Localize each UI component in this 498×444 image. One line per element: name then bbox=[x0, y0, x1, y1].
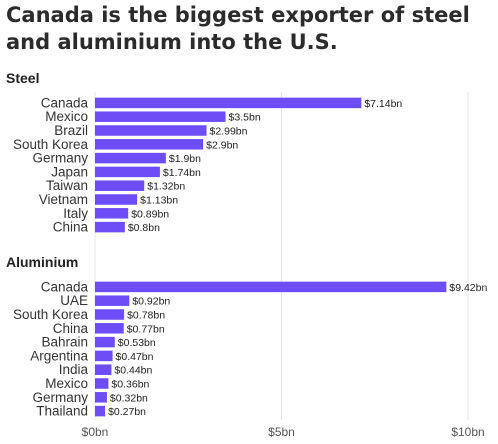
aluminium-bar bbox=[95, 350, 113, 362]
steel-data-label: $2.99bn bbox=[210, 126, 248, 138]
aluminium-data-label: $0.78bn bbox=[127, 310, 165, 322]
steel-data-label: $0.89bn bbox=[131, 208, 169, 220]
steel-bar bbox=[95, 180, 145, 191]
steel-category-label: Taiwan bbox=[46, 178, 88, 193]
aluminium-category-label: South Korea bbox=[13, 307, 89, 322]
steel-data-label: $0.8bn bbox=[128, 222, 160, 234]
steel-data-label: $1.9bn bbox=[169, 153, 201, 165]
aluminium-bar bbox=[95, 336, 115, 348]
aluminium-data-label: $0.47bn bbox=[116, 351, 154, 363]
x-tick-label: $0bn bbox=[82, 425, 109, 439]
steel-bar bbox=[95, 221, 125, 233]
steel-data-label: $7.14bn bbox=[364, 98, 402, 110]
steel-data-label: $1.74bn bbox=[163, 167, 201, 179]
aluminium-category-label: Germany bbox=[32, 390, 88, 405]
aluminium-category-label: Mexico bbox=[45, 376, 88, 391]
steel-data-label: $3.5bn bbox=[229, 112, 261, 124]
steel-data-label: $2.9bn bbox=[206, 139, 238, 151]
steel-category-label: Italy bbox=[63, 206, 88, 221]
aluminium-panel-title: Aluminium bbox=[6, 254, 79, 270]
steel-category-label: South Korea bbox=[13, 137, 89, 152]
steel-bar bbox=[95, 111, 226, 122]
aluminium-bar bbox=[95, 309, 125, 320]
steel-category-label: China bbox=[53, 220, 89, 235]
aluminium-data-label: $0.36bn bbox=[111, 379, 149, 391]
steel-data-label: $1.13bn bbox=[140, 195, 178, 207]
aluminium-data-label: $0.53bn bbox=[118, 337, 156, 349]
aluminium-category-label: China bbox=[53, 321, 89, 336]
steel-category-label: Mexico bbox=[45, 109, 88, 124]
aluminium-bar bbox=[95, 392, 107, 403]
aluminium-data-label: $0.44bn bbox=[114, 365, 152, 377]
aluminium-category-label: Bahrain bbox=[41, 335, 88, 350]
aluminium-bar bbox=[95, 295, 130, 306]
aluminium-data-label: $0.32bn bbox=[110, 392, 148, 404]
steel-category-label: Canada bbox=[41, 95, 89, 110]
steel-category-label: Brazil bbox=[54, 123, 88, 138]
chart-title: Canada is the biggest exporter of steel … bbox=[6, 3, 470, 54]
aluminium-bar bbox=[95, 364, 112, 375]
aluminium-data-label: $9.42bn bbox=[449, 282, 487, 294]
aluminium-category-label: UAE bbox=[60, 293, 88, 308]
steel-panel-title: Steel bbox=[6, 70, 40, 86]
steel-data-label: $1.32bn bbox=[147, 181, 185, 193]
steel-category-label: Japan bbox=[51, 164, 88, 179]
aluminium-bar bbox=[95, 405, 106, 417]
steel-bar bbox=[95, 194, 138, 205]
aluminium-data-label: $0.27bn bbox=[108, 406, 146, 418]
aluminium-data-label: $0.92bn bbox=[132, 296, 170, 308]
steel-category-label: Germany bbox=[32, 151, 88, 166]
aluminium-category-label: Argentina bbox=[30, 348, 88, 363]
aluminium-data-label: $0.77bn bbox=[127, 323, 165, 335]
aluminium-category-label: India bbox=[59, 362, 89, 377]
steel-category-label: Vietnam bbox=[39, 192, 88, 207]
steel-bar bbox=[95, 139, 204, 150]
x-tick-label: $10bn bbox=[451, 425, 484, 439]
aluminium-bar bbox=[95, 378, 109, 389]
steel-bar bbox=[95, 208, 129, 219]
aluminium-bar bbox=[95, 281, 447, 293]
aluminium-category-label: Canada bbox=[41, 279, 89, 294]
x-tick-label: $5bn bbox=[268, 425, 295, 439]
steel-bar bbox=[95, 97, 362, 109]
steel-bar bbox=[95, 152, 166, 164]
aluminium-bar bbox=[95, 323, 124, 334]
steel-bar bbox=[95, 166, 160, 178]
steel-bar bbox=[95, 125, 207, 136]
aluminium-category-label: Thailand bbox=[36, 404, 88, 419]
